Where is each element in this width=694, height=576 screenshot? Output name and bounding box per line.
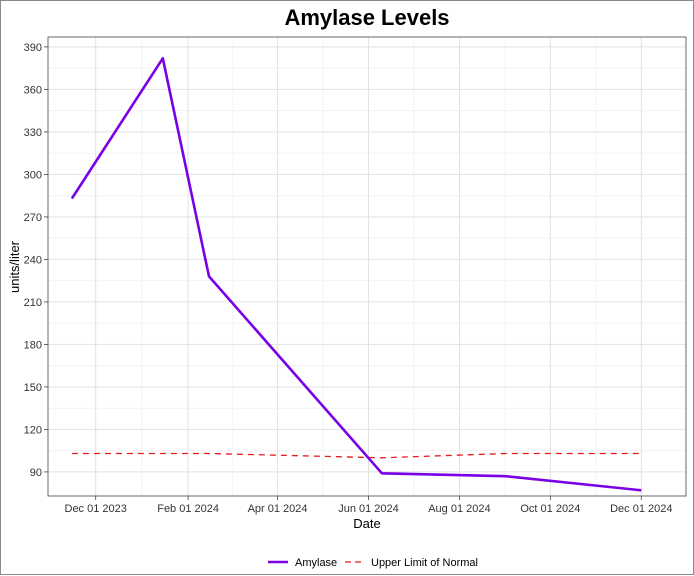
legend: Amylase Upper Limit of Normal: [268, 557, 478, 569]
y-tick-label: 120: [24, 424, 42, 436]
y-tick-label: 390: [24, 42, 42, 54]
y-tick-label: 300: [24, 169, 42, 181]
y-tick-label: 270: [24, 212, 42, 224]
y-tick-label: 180: [24, 339, 42, 351]
y-tick-label: 150: [24, 382, 42, 394]
x-tick-label: Dec 01 2023: [65, 503, 127, 515]
x-tick-label: Jun 01 2024: [338, 503, 399, 515]
x-axis-label: Date: [353, 516, 380, 531]
y-tick-label: 210: [24, 297, 42, 309]
x-tick-label: Dec 01 2024: [610, 503, 672, 515]
series-line-upper-limit-of-normal: [71, 452, 642, 459]
chart-title: Amylase Levels: [284, 5, 449, 30]
grid-lines: [48, 37, 686, 496]
data-series: [70, 56, 642, 492]
x-tick-label: Oct 01 2024: [520, 503, 580, 515]
x-tick-label: Apr 01 2024: [248, 503, 308, 515]
x-axis-ticks: Dec 01 2023 Feb 01 2024 Apr 01 2024 Jun 01 …: [65, 496, 672, 515]
y-axis-ticks: 90 120 150 180 210 240 270 300 330 360 390: [24, 42, 48, 479]
y-tick-label: 240: [24, 254, 42, 266]
y-axis-label: units/liter: [7, 240, 22, 293]
plot-border: [47, 36, 687, 497]
x-tick-label: Aug 01 2024: [428, 503, 490, 515]
y-tick-label: 360: [24, 84, 42, 96]
y-tick-label: 90: [30, 467, 42, 479]
legend-label: Amylase: [295, 557, 337, 569]
legend-label: Upper Limit of Normal: [371, 557, 478, 569]
series-line-amylase: [70, 56, 642, 492]
x-tick-label: Feb 01 2024: [157, 503, 219, 515]
y-tick-label: 330: [24, 127, 42, 139]
